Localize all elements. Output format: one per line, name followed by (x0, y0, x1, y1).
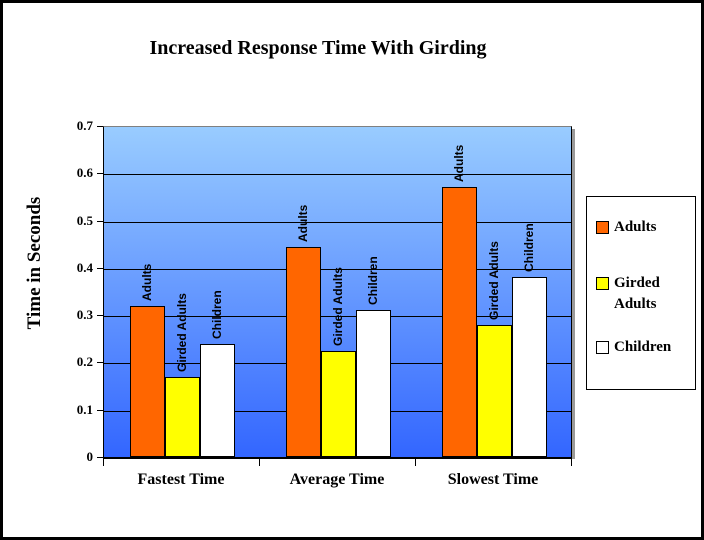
y-tick-label: 0 (86, 449, 94, 464)
bar (165, 377, 200, 457)
y-axis-tick (97, 410, 103, 411)
y-tick-label: 0.5 (76, 213, 93, 228)
x-category-label: Slowest Time (447, 471, 539, 488)
bar-label: Children (210, 290, 224, 339)
y-axis-title: Time in Seconds (24, 196, 45, 330)
bar (442, 187, 477, 457)
bar (321, 351, 356, 457)
plot-area: Adults Girded Adults Children Adults Girded … (103, 126, 572, 459)
y-tick-label: 0.4 (76, 260, 93, 275)
legend-entry: Girded Adults (596, 273, 693, 315)
legend-swatch (596, 221, 609, 234)
bar-label: Children (522, 223, 536, 272)
legend-label: Adults (614, 219, 657, 235)
y-tick-label: 0.2 (76, 354, 93, 369)
legend-swatch (596, 277, 609, 290)
y-axis-tick (97, 173, 103, 174)
y-tick-label: 0.7 (76, 118, 93, 133)
bar (286, 247, 321, 457)
legend-swatch (596, 341, 609, 354)
y-axis-tick (97, 126, 103, 127)
chart-title: Increased Response Time With Girding (149, 37, 487, 59)
bar (130, 306, 165, 457)
gridline (104, 269, 571, 270)
legend-label: Children (614, 339, 672, 355)
gridline (104, 316, 571, 317)
x-axis-tick (571, 459, 572, 466)
x-category-label: Average Time (289, 471, 385, 488)
bar (200, 344, 235, 457)
legend-entry: Children (596, 337, 693, 358)
bar-label: Girded Adults (331, 267, 345, 346)
y-tick-label: 0.3 (76, 307, 93, 322)
legend-label: Girded Adults (614, 275, 660, 312)
y-axis-tick (97, 268, 103, 269)
bar (477, 325, 512, 457)
gridline (104, 222, 571, 223)
x-category-label: Fastest Time (137, 471, 225, 488)
y-tick-label: 0.6 (76, 165, 93, 180)
y-axis-tick (97, 221, 103, 222)
x-axis-tick (103, 459, 104, 466)
gridline (104, 174, 571, 175)
y-axis-tick (97, 362, 103, 363)
bar-label: Children (366, 256, 380, 305)
plot-shadow (572, 129, 575, 459)
bar-label: Adults (140, 263, 154, 301)
x-axis-tick (415, 459, 416, 466)
bar-label: Girded Adults (175, 293, 189, 372)
y-axis-tick (97, 315, 103, 316)
y-axis-tick (97, 457, 103, 458)
bar-label: Adults (296, 204, 310, 242)
bar-label: Girded Adults (487, 241, 501, 320)
y-tick-label: 0.1 (76, 402, 93, 417)
x-axis-tick (259, 459, 260, 466)
legend: Adults Girded Adults Children (586, 196, 696, 390)
bar-label: Adults (452, 144, 466, 182)
legend-entry: Adults (596, 217, 693, 238)
bar (356, 310, 391, 457)
bar (512, 277, 547, 457)
